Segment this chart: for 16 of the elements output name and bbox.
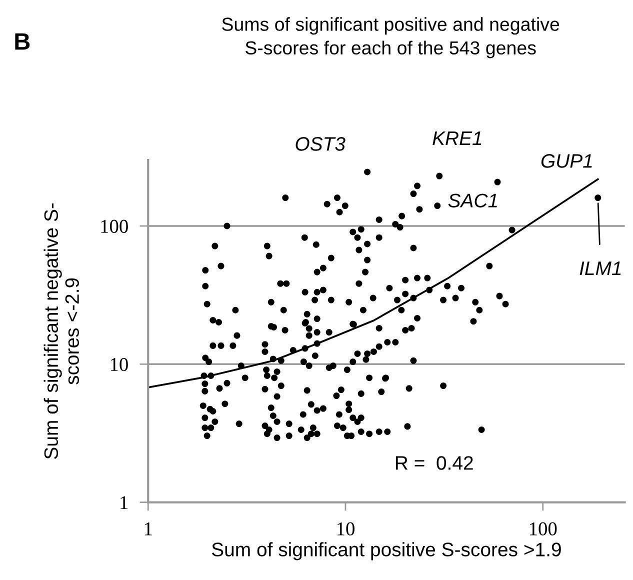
annotation: OST3	[296, 137, 346, 151]
x-tick-label: 100	[530, 522, 557, 536]
y-axis-title: Sum of significant negative S- scores <-2.9	[44, 203, 79, 459]
annotation: SAC1	[448, 194, 497, 208]
annotation: ILM1	[580, 262, 621, 276]
y-tick-label: 1	[120, 496, 128, 510]
y-tick-label: 100	[101, 220, 128, 233]
annotation: GUP1	[541, 154, 592, 168]
x-tick-label: 1	[144, 522, 152, 536]
annotation: KRE1	[432, 132, 482, 145]
y-tick-label: 10	[110, 358, 128, 372]
chart-title: Sums of significant positive and negative S-scores for each of the 543 genes	[222, 17, 560, 58]
x-axis-title: Sum of significant positive S-scores >1.9	[212, 542, 561, 560]
x-tick-label: 10	[337, 522, 354, 536]
annotation: R = 0.42	[396, 456, 473, 470]
text: B	[15, 33, 30, 50]
